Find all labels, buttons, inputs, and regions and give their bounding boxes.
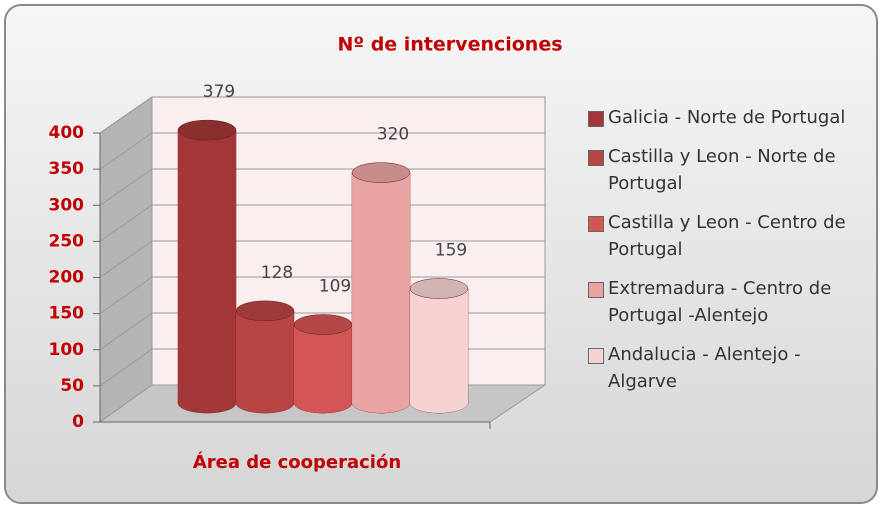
grid-line — [99, 204, 153, 242]
grid-line — [99, 348, 153, 387]
y-tick-label: 300 — [49, 195, 85, 215]
y-tick-label: 100 — [49, 340, 85, 360]
y-tick-label: 350 — [49, 159, 85, 179]
legend: Galicia - Norte de Portugal Castilla y Le… — [586, 104, 871, 407]
bar-top — [235, 300, 295, 322]
value-label: 109 — [319, 277, 351, 297]
legend-label: Galicia - Norte de Portugal — [608, 107, 846, 128]
bar-shade — [294, 324, 352, 413]
grid-line — [99, 96, 153, 134]
bar-top — [293, 314, 353, 335]
legend-label: Extremadura - Centro de Portugal -Alente… — [608, 278, 832, 326]
bar-shade — [410, 288, 468, 413]
bar-top — [351, 162, 411, 183]
legend-item: Castilla y Leon - Norte de Portugal — [586, 143, 871, 197]
legend-label: Andalucia - Alentejo - Algarve — [608, 344, 801, 392]
bar-shade — [236, 310, 294, 413]
grid-line — [99, 240, 153, 278]
legend-item: Galicia - Norte de Portugal — [586, 104, 871, 131]
legend-item: Extremadura - Centro de Portugal -Alente… — [586, 275, 871, 329]
value-label: 379 — [203, 82, 235, 102]
bar-top — [409, 278, 469, 299]
y-tick-label: 200 — [49, 268, 85, 288]
bar-shade — [352, 172, 410, 413]
grid-line — [99, 132, 153, 170]
value-label: 320 — [377, 125, 409, 145]
y-tick-label: 250 — [49, 231, 85, 251]
legend-swatch — [588, 216, 604, 232]
legend-swatch — [588, 348, 604, 364]
legend-label: Castilla y Leon - Norte de Portugal — [608, 146, 836, 194]
chart-title: Nº de intervenciones — [337, 34, 562, 56]
legend-swatch — [588, 150, 604, 166]
legend-swatch — [588, 282, 604, 298]
legend-label: Castilla y Leon - Centro de Portugal — [608, 212, 846, 260]
legend-swatch — [588, 111, 604, 127]
bar-shade — [178, 130, 236, 413]
y-tick-label: 150 — [49, 304, 85, 324]
value-label: 128 — [261, 263, 293, 283]
legend-item: Castilla y Leon - Centro de Portugal — [586, 209, 871, 263]
value-label: 159 — [435, 241, 467, 261]
grid-line — [99, 276, 153, 315]
legend-item: Andalucia - Alentejo - Algarve — [586, 341, 871, 395]
grid-line — [99, 168, 153, 206]
y-tick-label: 400 — [49, 123, 85, 143]
y-tick-label: 0 — [72, 412, 84, 432]
bar-top — [177, 119, 237, 141]
x-axis-title: Área de cooperación — [193, 451, 401, 473]
y-tick-label: 50 — [60, 376, 84, 396]
grid-line — [99, 312, 153, 351]
